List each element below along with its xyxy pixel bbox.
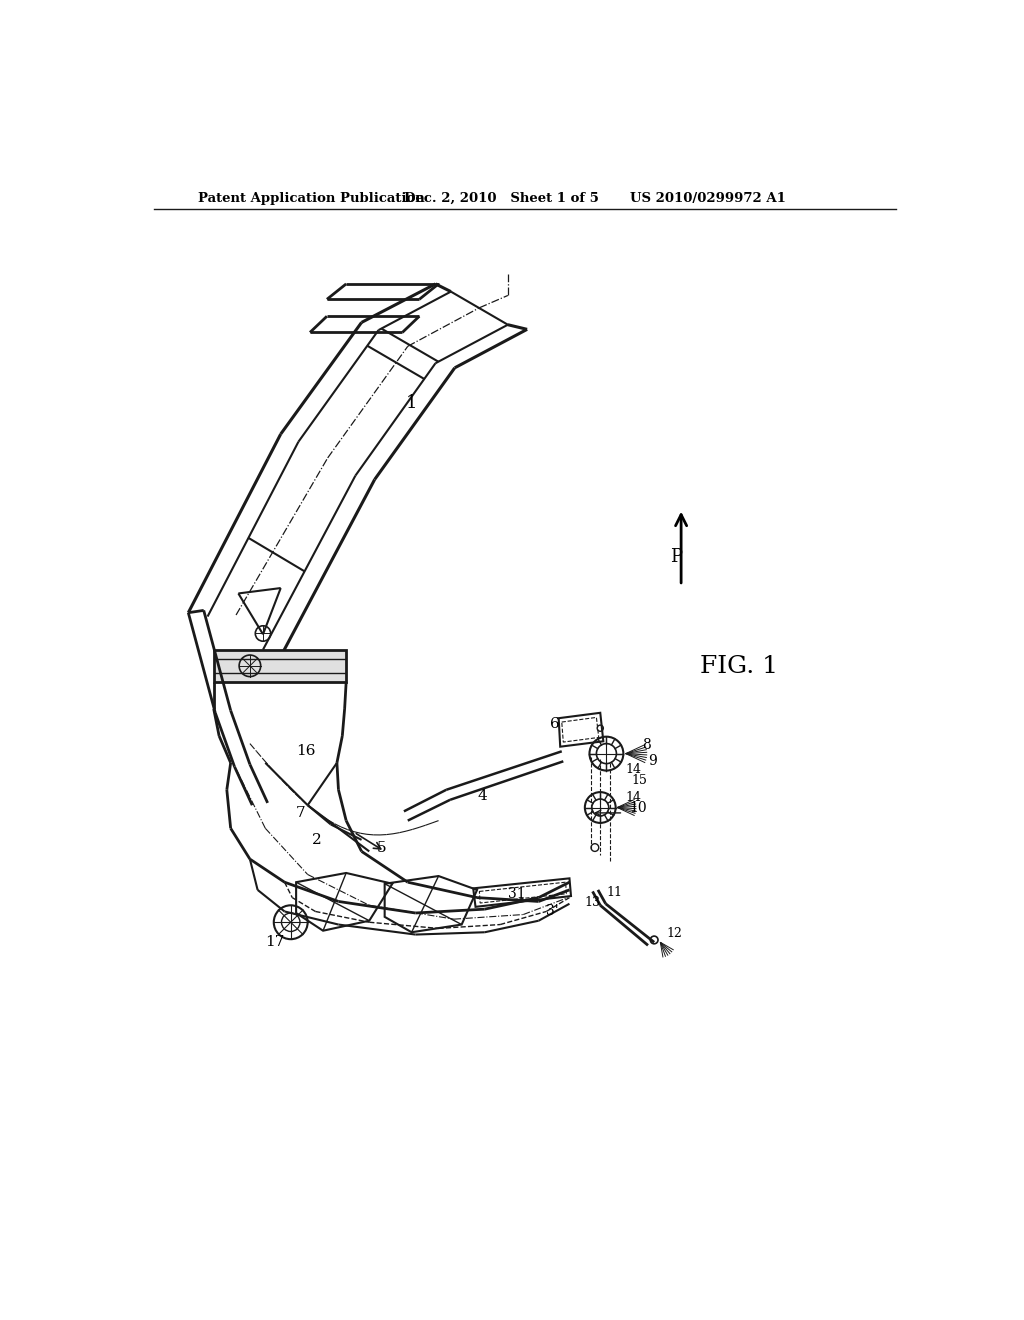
Text: P: P [670,548,682,566]
Text: 16: 16 [296,744,315,758]
Text: 5: 5 [377,841,387,854]
Text: 9: 9 [648,754,656,767]
Text: FIG. 1: FIG. 1 [700,655,778,678]
Text: 3': 3' [547,904,559,919]
Text: Dec. 2, 2010   Sheet 1 of 5: Dec. 2, 2010 Sheet 1 of 5 [403,191,599,205]
Text: 14: 14 [626,763,642,776]
Text: 6: 6 [550,717,560,731]
Text: US 2010/0299972 A1: US 2010/0299972 A1 [630,191,785,205]
Text: 11: 11 [606,886,623,899]
Text: Patent Application Publication: Patent Application Publication [199,191,425,205]
Text: 7: 7 [296,807,306,820]
Text: 31: 31 [508,887,525,900]
Text: 12: 12 [667,927,682,940]
Text: 1: 1 [407,395,418,412]
Text: 2: 2 [312,833,322,847]
Text: 15: 15 [632,774,648,787]
Text: 8: 8 [643,738,651,752]
Text: 13: 13 [585,896,601,909]
Text: 17: 17 [265,936,285,949]
Polygon shape [214,649,346,682]
Text: 10: 10 [630,800,647,814]
Text: 14: 14 [626,791,642,804]
Text: 4: 4 [477,789,486,803]
